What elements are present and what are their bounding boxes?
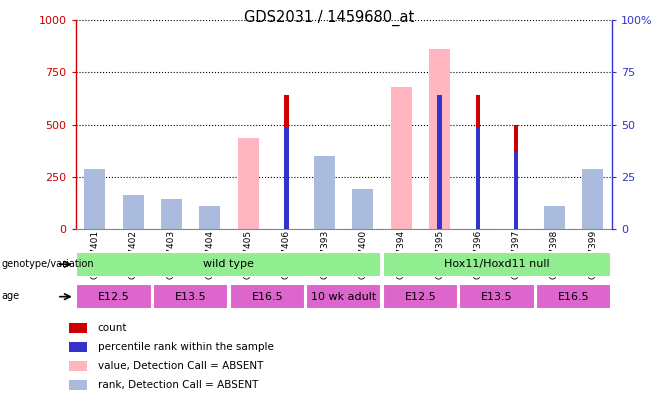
Text: Hox11/Hoxd11 null: Hox11/Hoxd11 null <box>444 259 550 269</box>
Bar <box>353 202 374 229</box>
Text: genotype/variation: genotype/variation <box>1 259 94 269</box>
Bar <box>476 127 480 229</box>
Bar <box>391 87 412 229</box>
Bar <box>122 196 143 229</box>
Bar <box>84 169 105 229</box>
Bar <box>76 284 151 309</box>
Bar <box>68 361 88 371</box>
Bar <box>284 95 289 229</box>
Bar <box>199 208 220 229</box>
Bar <box>68 342 88 352</box>
Bar <box>514 151 519 229</box>
Bar <box>582 194 603 229</box>
Bar <box>353 189 374 229</box>
Text: E16.5: E16.5 <box>558 292 590 302</box>
Text: 10 wk adult: 10 wk adult <box>311 292 376 302</box>
Bar <box>459 284 534 309</box>
Text: E16.5: E16.5 <box>251 292 283 302</box>
Bar <box>476 95 480 229</box>
Bar <box>582 169 603 229</box>
Bar <box>306 284 382 309</box>
Bar <box>438 95 442 229</box>
Bar <box>284 127 289 229</box>
Bar <box>383 252 611 277</box>
Bar <box>161 198 182 229</box>
Text: E12.5: E12.5 <box>98 292 130 302</box>
Bar <box>238 138 259 229</box>
Bar <box>314 160 335 229</box>
Text: E12.5: E12.5 <box>405 292 436 302</box>
Text: rank, Detection Call = ABSENT: rank, Detection Call = ABSENT <box>97 380 258 390</box>
Bar <box>536 284 611 309</box>
Bar <box>153 284 228 309</box>
Bar <box>199 206 220 229</box>
Text: wild type: wild type <box>203 259 255 269</box>
Text: count: count <box>97 323 127 333</box>
Bar <box>68 380 88 390</box>
Bar <box>544 206 565 229</box>
Bar <box>161 202 182 229</box>
Bar <box>429 49 450 229</box>
Bar <box>383 284 458 309</box>
Text: value, Detection Call = ABSENT: value, Detection Call = ABSENT <box>97 361 263 371</box>
Text: E13.5: E13.5 <box>175 292 207 302</box>
Text: age: age <box>1 292 20 301</box>
Bar <box>544 213 565 229</box>
Bar <box>68 323 88 333</box>
Text: E13.5: E13.5 <box>481 292 513 302</box>
Text: GDS2031 / 1459680_at: GDS2031 / 1459680_at <box>244 10 414 26</box>
Bar <box>122 205 143 229</box>
Bar <box>514 125 519 229</box>
Bar <box>314 156 335 229</box>
Bar <box>84 178 105 229</box>
Text: percentile rank within the sample: percentile rank within the sample <box>97 342 274 352</box>
Bar <box>76 252 382 277</box>
Bar <box>230 284 305 309</box>
